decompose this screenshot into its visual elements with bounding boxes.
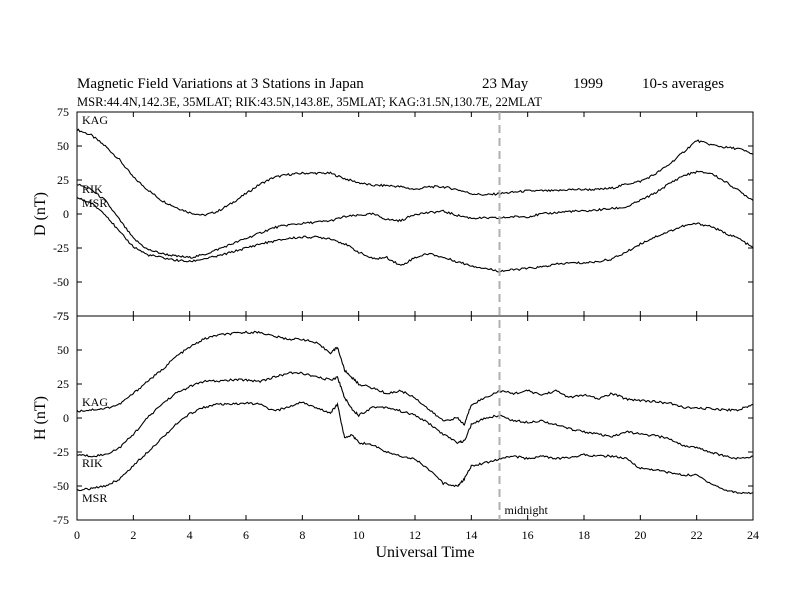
chart-title-year: 1999 <box>573 76 603 92</box>
x-tick-label: 24 <box>747 528 759 542</box>
x-axis-label: Universal Time <box>375 544 474 561</box>
chart-title-date: 23 May <box>482 76 529 92</box>
chart-title-averages: 10-s averages <box>642 76 724 92</box>
h-series-label-kag: KAG <box>82 395 108 409</box>
chart-title: Magnetic Field Variations at 3 Stations … <box>77 76 364 92</box>
x-tick-label: 22 <box>691 528 703 542</box>
midnight-label: midnight <box>505 503 549 517</box>
d-y-tick-label: 50 <box>57 139 69 153</box>
d-y-tick-label: -25 <box>53 241 69 255</box>
h-y-tick-label: -50 <box>53 479 69 493</box>
d-y-tick-label: -75 <box>53 309 69 323</box>
x-tick-label: 2 <box>130 528 136 542</box>
h-series-label-msr: MSR <box>82 491 107 505</box>
d-y-tick-label: 0 <box>63 207 69 221</box>
h-axis-label: H (nT) <box>32 396 49 440</box>
x-tick-label: 12 <box>409 528 421 542</box>
d-series-msr <box>76 196 754 273</box>
h-series-kag <box>76 330 754 426</box>
x-tick-label: 8 <box>299 528 305 542</box>
d-y-tick-label: -50 <box>53 275 69 289</box>
x-tick-label: 6 <box>243 528 249 542</box>
h-y-tick-label: -25 <box>53 445 69 459</box>
h-y-tick-label: 75 <box>57 309 69 323</box>
annotation-layer: midnight <box>498 112 549 520</box>
d-axis-label: D (nT) <box>32 192 49 236</box>
d-y-tick-label: 25 <box>57 173 69 187</box>
x-tick-label: 10 <box>353 528 365 542</box>
h-y-tick-label: -75 <box>53 513 69 527</box>
x-tick-label: 0 <box>74 528 80 542</box>
h-series-rik <box>76 371 754 460</box>
d-y-tick-label: 75 <box>57 105 69 119</box>
d-series-rik <box>76 170 754 259</box>
x-tick-label: 16 <box>522 528 534 542</box>
x-tick-label: 20 <box>634 528 646 542</box>
h-panel-frame <box>76 315 754 521</box>
d-series-label-rik: RIK <box>82 182 103 196</box>
h-y-tick-label: 0 <box>63 411 69 425</box>
d-series-label-kag: KAG <box>82 113 108 127</box>
d-series-label-msr: MSR <box>82 196 107 210</box>
h-y-tick-label: 50 <box>57 343 69 357</box>
h-series-label-rik: RIK <box>82 456 103 470</box>
h-y-tick-label: 25 <box>57 377 69 391</box>
x-tick-label: 4 <box>187 528 193 542</box>
x-tick-label: 18 <box>578 528 590 542</box>
h-series-msr <box>76 401 754 495</box>
x-tick-label: 14 <box>465 528 477 542</box>
d-series-kag <box>76 128 754 217</box>
chart-subtitle: MSR:44.4N,142.3E, 35MLAT; RIK:43.5N,143.… <box>77 95 542 109</box>
